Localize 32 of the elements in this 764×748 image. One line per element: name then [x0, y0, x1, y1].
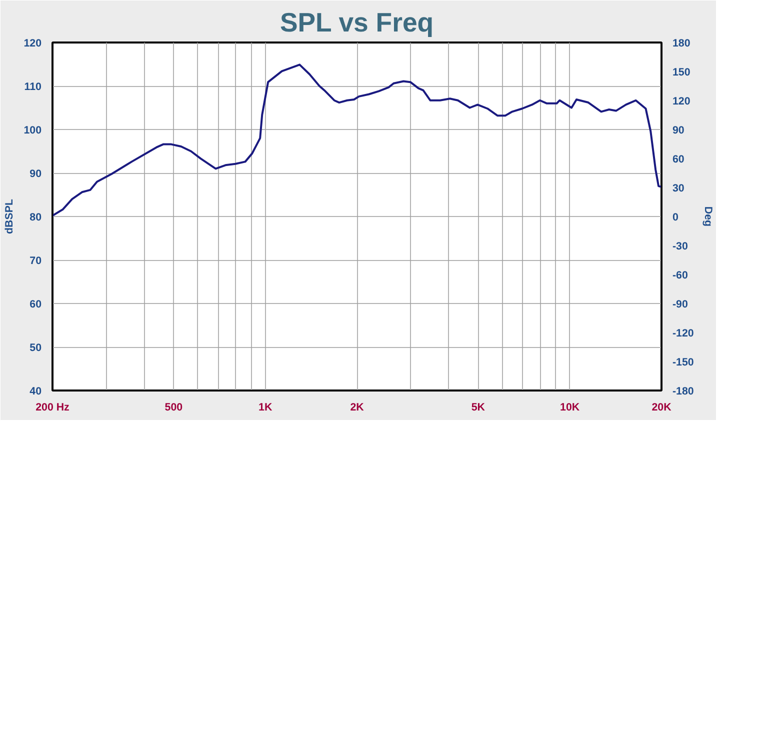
y2-tick-label: 90 [672, 124, 684, 136]
y-tick-label: 60 [30, 298, 42, 310]
y2-tick-label: 180 [672, 38, 690, 50]
y2-tick-label: -150 [672, 356, 694, 368]
x-tick-label: 5K [471, 402, 486, 414]
x-tick-label: 20K [652, 402, 672, 414]
y2-tick-label: -30 [672, 240, 688, 252]
y-tick-label: 50 [30, 342, 42, 354]
y2-tick-label: 120 [672, 96, 690, 108]
x-tick-label: 1K [258, 402, 272, 414]
y-tick-label: 110 [24, 81, 42, 93]
x-tick-label: 10K [560, 402, 580, 414]
y2-tick-label: 30 [672, 182, 684, 194]
y-tick-label: 40 [30, 386, 42, 398]
y-axis-title: dBSPL [4, 198, 16, 234]
y-tick-label: 70 [30, 255, 42, 267]
y2-tick-label: 0 [672, 212, 678, 224]
y2-tick-label: 60 [672, 154, 684, 166]
x-tick-label: 200 Hz [36, 402, 70, 414]
x-tick-label: 2K [350, 402, 364, 414]
y-tick-label: 80 [30, 212, 42, 224]
x-tick-label: 500 [164, 402, 183, 414]
y2-tick-label: -90 [672, 298, 688, 310]
y-tick-label: 120 [24, 38, 42, 50]
y-tick-label: 90 [30, 168, 42, 180]
y2-axis-title: Deg [702, 206, 714, 227]
y2-tick-label: -120 [672, 328, 694, 340]
y-tick-label: 100 [24, 124, 42, 136]
chart-title: SPL vs Freq [280, 8, 434, 38]
y2-tick-label: -60 [672, 270, 688, 282]
y2-tick-label: 150 [672, 66, 690, 78]
y2-tick-label: -180 [672, 386, 694, 398]
